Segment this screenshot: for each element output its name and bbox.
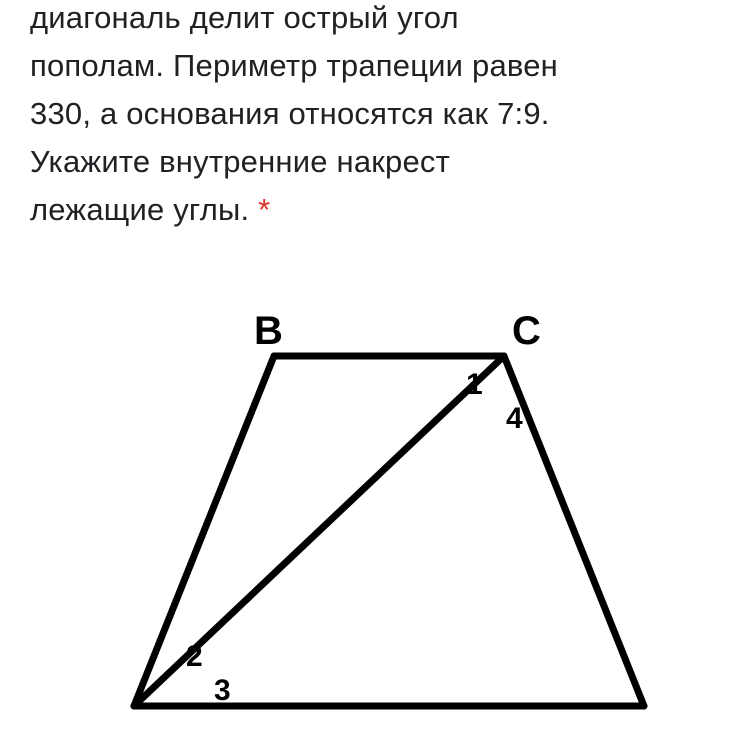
diagram-svg: A B C D 14 23 [74, 276, 674, 716]
problem-line-5: лежащие углы. [30, 192, 249, 227]
edge-CD [504, 356, 644, 706]
problem-line-2: пополам. Периметр трапеции равен [30, 48, 558, 83]
edge-AB [134, 356, 274, 706]
problem-line-4: Укажите внутренние накрест [30, 144, 450, 179]
problem-text: диагональ делит острый угол пополам. Пер… [30, 0, 718, 234]
vertex-label-A: A [114, 711, 143, 716]
vertex-label-C: C [512, 309, 541, 353]
vertex-label-B: B [254, 309, 283, 353]
angle-label-4: 4 [506, 402, 523, 435]
trapezoid-diagram: A B C D 14 23 [30, 276, 718, 716]
required-asterisk: * [258, 192, 270, 227]
problem-line-3: 330, а основания относятся как 7:9. [30, 96, 550, 131]
angle-label-3: 3 [214, 674, 231, 707]
problem-line-1: диагональ делит острый угол [30, 0, 459, 35]
vertex-label-D: D [639, 711, 668, 716]
angle-label-1: 1 [466, 368, 483, 401]
angle-label-2: 2 [186, 640, 203, 673]
